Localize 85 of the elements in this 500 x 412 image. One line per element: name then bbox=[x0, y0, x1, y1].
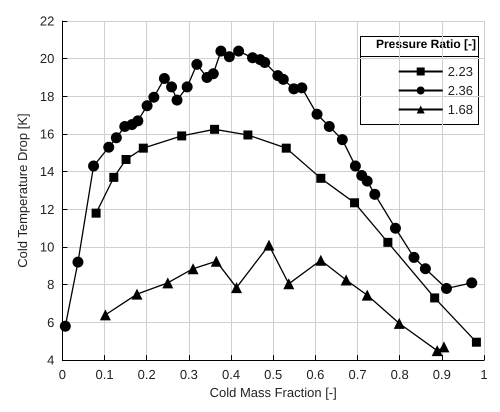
x-tick-label: 0.6 bbox=[306, 367, 324, 382]
point bbox=[259, 56, 270, 68]
y-tick-label: 12 bbox=[40, 202, 54, 217]
point bbox=[362, 176, 373, 187]
x-axis-title: Cold Mass Fraction [-] bbox=[210, 385, 337, 400]
point bbox=[100, 309, 111, 320]
y-tick-label: 8 bbox=[47, 277, 54, 292]
x-tick-label: 1 bbox=[480, 367, 488, 382]
point bbox=[432, 345, 443, 356]
point bbox=[283, 278, 294, 290]
point bbox=[263, 240, 274, 251]
point bbox=[224, 51, 235, 62]
point bbox=[282, 144, 291, 153]
x-tick-label: 0.1 bbox=[95, 367, 114, 382]
point bbox=[131, 288, 142, 300]
point bbox=[230, 282, 242, 294]
point bbox=[60, 320, 71, 332]
legend-label: 1.68 bbox=[448, 102, 474, 117]
y-tick-label: 6 bbox=[47, 314, 54, 330]
point bbox=[182, 81, 193, 92]
x-tick-label: 0.8 bbox=[390, 367, 409, 382]
point bbox=[162, 277, 174, 288]
point bbox=[336, 134, 348, 146]
point bbox=[122, 154, 131, 164]
point bbox=[438, 341, 450, 352]
point bbox=[172, 94, 183, 106]
point bbox=[243, 130, 252, 140]
point bbox=[148, 92, 160, 103]
legend-label: 2.23 bbox=[448, 64, 474, 79]
point bbox=[215, 46, 226, 57]
x-tick-label: 0.7 bbox=[348, 367, 367, 382]
x-tick-label: 0.9 bbox=[432, 367, 451, 382]
point bbox=[312, 108, 323, 120]
point bbox=[110, 132, 122, 144]
point bbox=[340, 274, 352, 286]
point bbox=[315, 254, 326, 266]
point bbox=[324, 121, 335, 132]
point bbox=[390, 222, 401, 234]
point bbox=[430, 293, 440, 302]
point bbox=[138, 144, 148, 153]
point bbox=[103, 142, 114, 153]
point bbox=[362, 290, 373, 301]
point bbox=[210, 124, 220, 134]
point bbox=[369, 188, 380, 200]
point bbox=[316, 174, 326, 183]
point bbox=[142, 100, 153, 112]
point bbox=[408, 252, 420, 263]
point bbox=[208, 68, 219, 80]
point bbox=[109, 172, 118, 182]
x-tick-label: 0.5 bbox=[264, 367, 282, 382]
point bbox=[296, 82, 308, 94]
point bbox=[177, 131, 186, 140]
x-tick-label: 0.2 bbox=[138, 367, 156, 382]
point bbox=[166, 81, 178, 92]
y-tick-label: 18 bbox=[40, 88, 54, 104]
legend-label: 2.36 bbox=[448, 83, 474, 98]
x-tick-label: 0.4 bbox=[222, 367, 240, 382]
point bbox=[350, 160, 361, 172]
point bbox=[188, 263, 199, 274]
point bbox=[158, 72, 170, 84]
point bbox=[383, 238, 392, 247]
legend-title: Pressure Ratio [-] bbox=[376, 37, 476, 51]
point bbox=[210, 256, 222, 267]
y-tick-label: 14 bbox=[40, 164, 54, 180]
point bbox=[88, 160, 100, 172]
y-tick-label: 20 bbox=[40, 51, 54, 66]
point bbox=[233, 46, 244, 57]
point bbox=[92, 208, 101, 218]
point bbox=[472, 338, 481, 347]
y-tick-label: 22 bbox=[40, 14, 54, 28]
x-tick-label: 0 bbox=[58, 367, 66, 382]
point bbox=[466, 277, 478, 288]
point bbox=[440, 283, 452, 294]
point bbox=[278, 74, 289, 85]
point bbox=[191, 58, 202, 70]
y-tick-label: 16 bbox=[40, 126, 54, 142]
y-axis-title: Cold Temperature Drop [K] bbox=[15, 113, 30, 268]
point bbox=[132, 115, 144, 126]
point bbox=[72, 256, 84, 268]
point bbox=[394, 318, 405, 329]
point bbox=[350, 198, 360, 208]
y-tick-label: 10 bbox=[40, 240, 54, 255]
point bbox=[420, 263, 431, 274]
y-tick-label: 4 bbox=[47, 352, 54, 368]
x-tick-label: 0.3 bbox=[180, 367, 198, 382]
